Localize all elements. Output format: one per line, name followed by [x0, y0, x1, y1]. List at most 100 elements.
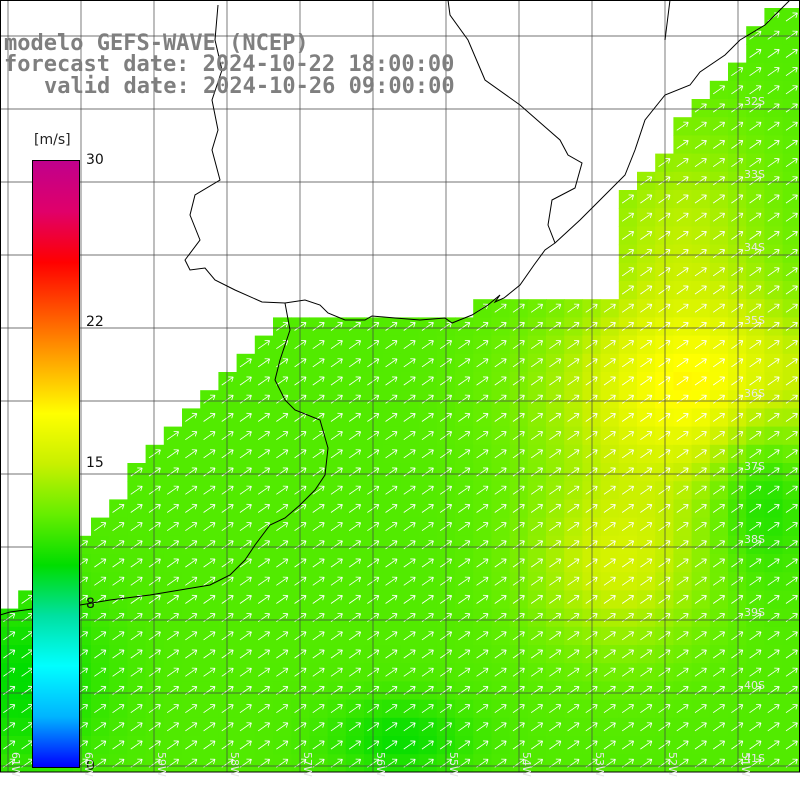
wind-arrow: [203, 576, 216, 586]
wind-arrow: [148, 576, 161, 586]
wind-speed-cell: [618, 444, 638, 464]
wind-speed-cell: [564, 372, 583, 391]
wind-arrow: [130, 467, 143, 477]
wind-arrow: [385, 412, 398, 422]
wind-speed-cell: [728, 499, 747, 519]
wind-arrow: [348, 358, 362, 368]
wind-arrow: [257, 704, 271, 714]
wind-speed-cell: [746, 281, 765, 300]
wind-speed-cell: [691, 535, 711, 555]
wind-arrow: [676, 249, 689, 259]
wind-speed-cell: [709, 572, 729, 591]
wind-speed-cell: [327, 499, 347, 519]
wind-speed-cell: [109, 663, 128, 682]
wind-arrow: [712, 212, 726, 222]
wind-speed-cell: [309, 626, 329, 646]
wind-speed-cell: [709, 663, 729, 682]
wind-speed-cell: [655, 499, 674, 519]
wind-speed-cell: [0, 681, 19, 701]
wind-arrow: [239, 485, 252, 495]
wind-arrow: [476, 358, 489, 368]
wind-arrow: [694, 412, 707, 422]
wind-speed-cell: [345, 390, 365, 409]
wind-arrow: [203, 412, 216, 422]
wind-speed-cell: [564, 772, 583, 791]
wind-arrow: [257, 467, 271, 477]
wind-speed-cell: [364, 317, 383, 337]
wind-speed-cell: [236, 408, 256, 428]
wind-arrow: [749, 121, 762, 131]
wind-arrow: [640, 358, 653, 368]
latitude-label: 40S: [744, 679, 765, 692]
wind-speed-cell: [491, 608, 511, 628]
wind-speed-cell: [491, 335, 511, 355]
wind-speed-cell: [400, 663, 420, 682]
wind-speed-cell: [200, 681, 219, 701]
wind-arrow: [549, 503, 562, 513]
wind-arrow: [130, 503, 143, 513]
wind-speed-cell: [764, 317, 784, 337]
wind-speed-cell: [673, 626, 693, 646]
wind-arrow: [640, 467, 653, 477]
wind-arrow: [385, 613, 398, 623]
wind-arrow: [767, 358, 780, 368]
wind-arrow: [712, 522, 726, 532]
wind-arrow: [712, 431, 726, 441]
wind-speed-cell: [364, 390, 383, 409]
wind-arrow: [694, 194, 707, 204]
wind-speed-cell: [254, 754, 274, 772]
wind-arrow: [749, 249, 762, 259]
wind-arrow: [694, 704, 707, 714]
wind-arrow: [20, 775, 35, 788]
wind-arrow: [348, 412, 362, 422]
wind-speed-cell: [327, 699, 347, 719]
wind-arrow: [603, 467, 616, 477]
wind-speed-cell: [546, 590, 565, 610]
wind-arrow: [640, 540, 653, 550]
wind-arrow: [494, 649, 507, 659]
wind-speed-cell: [691, 99, 711, 118]
wind-arrow: [731, 704, 744, 714]
wind-arrow: [731, 467, 744, 477]
wind-arrow: [403, 576, 416, 586]
wind-speed-cell: [364, 517, 383, 537]
wind-arrow: [421, 576, 434, 586]
wind-arrow: [276, 576, 289, 586]
wind-arrow: [676, 158, 689, 168]
wind-arrow: [203, 631, 216, 641]
wind-speed-cell: [345, 335, 365, 355]
wind-speed-cell: [382, 699, 401, 719]
wind-speed-cell: [600, 554, 620, 573]
wind-arrow: [221, 667, 234, 677]
wind-speed-cell: [218, 499, 238, 519]
wind-speed-cell: [564, 699, 583, 719]
wind-speed-cell: [254, 499, 274, 519]
wind-arrow: [130, 722, 143, 732]
wind-arrow: [94, 667, 107, 677]
wind-speed-cell: [600, 499, 620, 519]
wind-speed-cell: [254, 335, 274, 355]
wind-arrow: [621, 613, 635, 623]
wind-arrow: [494, 722, 507, 732]
wind-speed-cell: [655, 335, 674, 355]
wind-speed-cell: [527, 317, 547, 337]
wind-speed-cell: [728, 481, 747, 500]
wind-arrow: [476, 704, 489, 714]
wind-arrow: [749, 613, 762, 623]
wind-speed-cell: [163, 481, 183, 500]
wind-arrow: [256, 775, 271, 788]
wind-speed-cell: [637, 517, 656, 537]
wind-speed-cell: [236, 590, 256, 610]
wind-speed-cell: [691, 171, 711, 191]
wind-speed-cell: [400, 372, 420, 391]
wind-speed-cell: [764, 372, 784, 391]
wind-arrow: [640, 631, 653, 641]
wind-speed-cell: [764, 608, 784, 628]
wind-speed-cell: [145, 572, 165, 591]
wind-arrow: [494, 613, 507, 623]
wind-speed-cell: [491, 408, 511, 428]
wind-speed-cell: [709, 226, 729, 246]
wind-arrow: [402, 775, 417, 788]
wind-speed-cell: [637, 226, 656, 246]
wind-arrow: [658, 303, 671, 313]
